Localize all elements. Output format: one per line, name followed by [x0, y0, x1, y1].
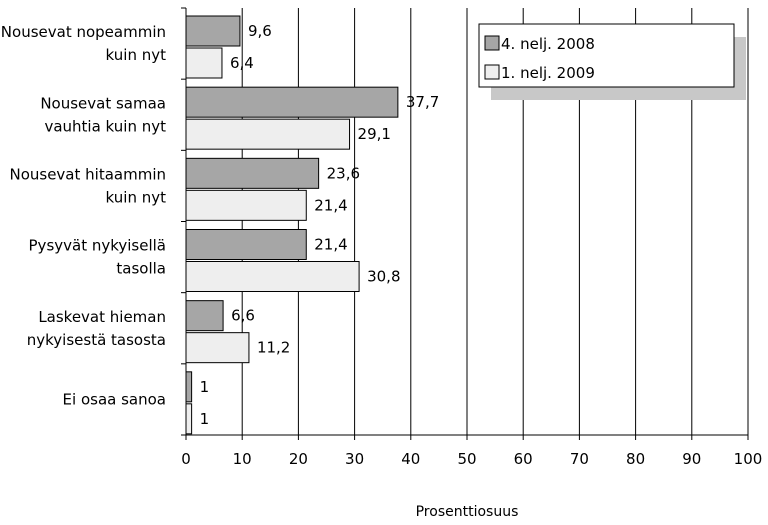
x-tick-label: 10 [233, 450, 252, 468]
bar [185, 189, 307, 221]
bar [185, 118, 351, 150]
x-tick-label: 70 [570, 450, 589, 468]
category-label: Nousevat hitaammin kuin nyt [9, 165, 166, 206]
x-tick-label: 60 [514, 450, 533, 468]
bar [185, 403, 193, 435]
category-label: Ei osaa sanoa [63, 390, 166, 408]
data-label: 6,6 [231, 307, 255, 325]
data-label: 1 [200, 410, 210, 428]
x-axis-title: Prosenttiosuus [416, 504, 519, 520]
bar [185, 47, 223, 79]
x-tick-label: 90 [682, 450, 701, 468]
x-tick-label: 50 [457, 450, 476, 468]
bar [185, 15, 241, 47]
category-label: Nousevat nopeammin kuin nyt [1, 23, 166, 64]
x-tick-label: 0 [181, 450, 191, 468]
bar [185, 229, 307, 260]
legend-label: 1. nelj. 2009 [501, 64, 595, 82]
x-tick-label: 30 [345, 450, 364, 468]
x-tick-label: 20 [289, 450, 308, 468]
legend-label: 4. nelj. 2008 [501, 35, 595, 53]
data-label: 29,1 [358, 125, 391, 143]
data-label: 30,8 [367, 268, 400, 286]
data-label: 23,6 [327, 164, 360, 182]
bar [185, 261, 360, 292]
bar [185, 86, 399, 118]
data-label: 37,7 [406, 93, 439, 111]
category-label: Pysyvät nykyisellä tasolla [29, 237, 166, 278]
category-labels: Nousevat nopeammin kuin nyt Nousevat samaa… [1, 23, 166, 408]
axes: 0 10 20 30 40 50 60 70 80 90 100 [181, 7, 763, 468]
data-label: 11,2 [257, 339, 290, 357]
category-label: Laskevat hieman nykyisestä tasosta [27, 308, 166, 349]
legend: 4. nelj. 2008 1. nelj. 2009 [478, 23, 746, 100]
legend-box [478, 23, 735, 88]
data-label: 21,4 [314, 236, 347, 254]
data-label: 21,4 [314, 196, 347, 214]
legend-swatch [484, 64, 500, 80]
data-label: 9,6 [248, 22, 272, 40]
x-tick-label: 40 [401, 450, 420, 468]
data-label: 6,4 [230, 54, 254, 72]
bar [185, 371, 193, 403]
bars [185, 15, 399, 435]
category-label: Nousevat samaa vauhtia kuin nyt [40, 94, 166, 135]
x-tick-label: 80 [626, 450, 645, 468]
value-labels: 9,6 6,4 37,7 29,1 23,6 21,4 21,4 30,8 6,611,2 1 1 [200, 22, 440, 428]
bar [185, 300, 224, 332]
bar [185, 332, 250, 364]
legend-swatch [484, 35, 500, 51]
x-tick-label: 100 [734, 450, 763, 468]
bar [185, 157, 320, 189]
data-label: 1 [200, 378, 210, 396]
